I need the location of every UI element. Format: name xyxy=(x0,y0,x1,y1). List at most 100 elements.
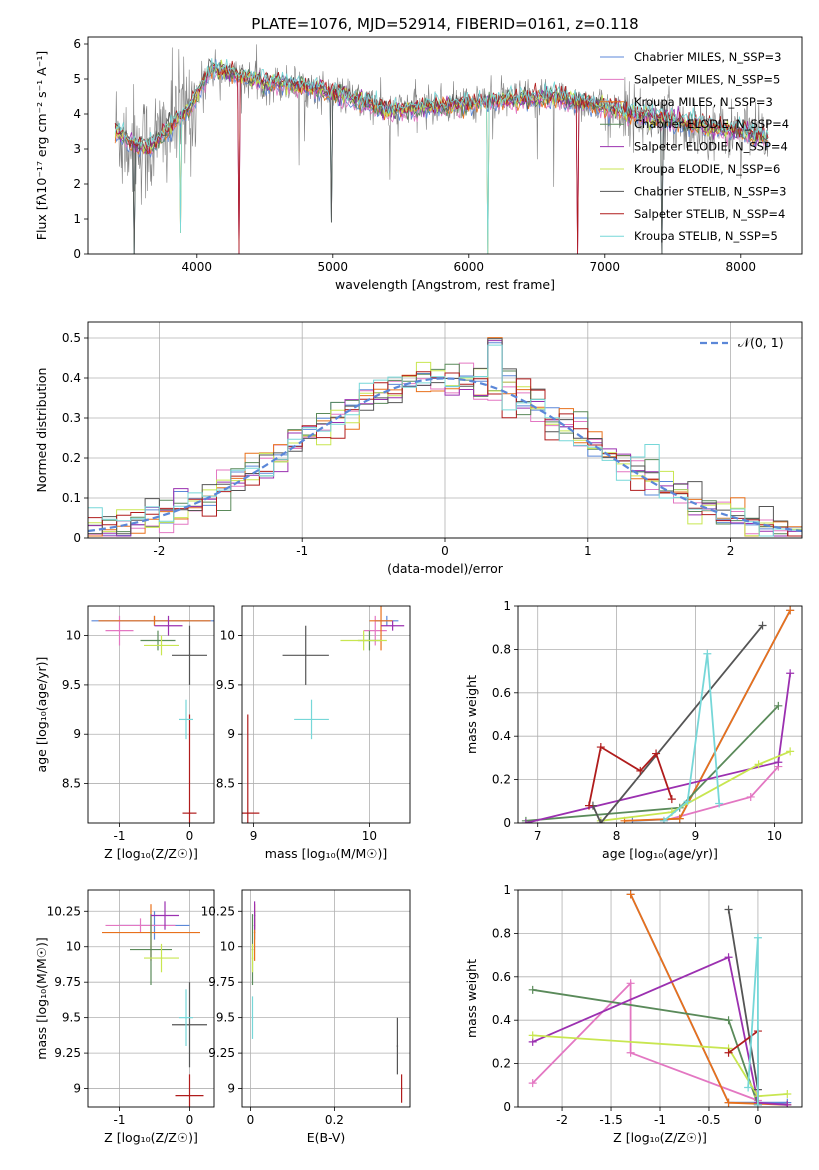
x-tick-label: 0 xyxy=(754,1113,762,1127)
weight-line-3 xyxy=(624,609,791,822)
axes-frame xyxy=(241,605,411,824)
legend-label: Chabrier ELODIE, N_SSP=4 xyxy=(634,117,789,131)
weight-line-2 xyxy=(532,981,759,1102)
weight-marker xyxy=(786,606,795,615)
weight-marker xyxy=(783,1100,792,1107)
x-tick-label: -1 xyxy=(296,544,308,558)
y-tick-label: 4 xyxy=(73,107,81,121)
x-tick-label: 8000 xyxy=(726,260,757,274)
y-tick-label: 0.8 xyxy=(492,926,511,940)
weight-marker xyxy=(596,819,605,823)
weight-marker xyxy=(724,905,733,914)
y-tick-label: 9.5 xyxy=(62,678,81,692)
x-tick-label: 7 xyxy=(534,829,542,843)
axes-frame xyxy=(87,36,803,255)
data-point xyxy=(188,812,191,814)
plot-area xyxy=(521,606,795,823)
weight-line-5 xyxy=(532,956,788,1106)
data-point xyxy=(139,924,142,927)
weight-marker xyxy=(528,985,537,994)
y-tick-label: 2 xyxy=(73,177,81,191)
y-tick-label: 9.75 xyxy=(208,975,235,989)
residual-histogram-8 xyxy=(88,371,802,537)
y-tick-label: 9.5 xyxy=(62,1011,81,1025)
weight-marker xyxy=(667,795,676,804)
y-tick-label: 1 xyxy=(503,599,511,613)
legend-label: Kroupa STELIB, N_SSP=5 xyxy=(634,229,778,243)
weight-line-1 xyxy=(632,609,791,822)
x-tick-label: 6000 xyxy=(454,260,485,274)
chart-title: PLATE=1076, MJD=52914, FIBERID=0161, z=0… xyxy=(251,15,638,33)
model-line-9 xyxy=(114,58,769,254)
data-point xyxy=(400,1087,403,1090)
y-tick-label: 10 xyxy=(220,629,235,643)
plot-area xyxy=(528,890,792,1107)
data-point xyxy=(185,1016,187,1019)
data-point xyxy=(160,644,163,647)
weight-marker xyxy=(724,1098,733,1107)
plot-area xyxy=(251,901,403,1103)
weight-marker xyxy=(746,792,755,801)
weight-marker xyxy=(521,819,530,823)
x-axis-label: (data-model)/error xyxy=(387,561,504,576)
y-tick-label: 0.2 xyxy=(492,1057,511,1071)
y-axis-label: Flux [fλ10⁻¹⁷ erg cm⁻² s⁻¹ A⁻¹] xyxy=(34,51,49,240)
x-tick-label: -1.5 xyxy=(599,1113,622,1127)
data-point xyxy=(304,654,307,657)
weight-marker xyxy=(703,649,712,658)
model-line-1 xyxy=(114,59,769,254)
axes-frame xyxy=(517,889,803,1108)
y-tick-label: 9.25 xyxy=(208,1046,235,1060)
weight-marker xyxy=(528,1031,537,1040)
data-point xyxy=(188,1023,191,1026)
weight-marker xyxy=(626,1048,635,1057)
y-tick-label: 9.75 xyxy=(54,975,81,989)
weight-line-7 xyxy=(592,624,764,823)
plot-area xyxy=(88,337,802,537)
y-tick-label: 10 xyxy=(220,940,235,954)
y-tick-label: 9 xyxy=(227,727,235,741)
legend-label: 𝒩(0, 1) xyxy=(738,335,784,350)
weight-marker xyxy=(528,1079,537,1088)
x-tick-label: 2 xyxy=(727,544,735,558)
y-tick-label: 3 xyxy=(73,142,81,156)
x-tick-label: 0.2 xyxy=(325,1113,344,1127)
panel-spectrum: 4000 5000 6000 7000 8000 0 1 2 3 4 5 6 wavelength [A… xyxy=(34,15,803,292)
legend-label: Chabrier STELIB, N_SSP=3 xyxy=(634,184,786,198)
y-tick-label: 0 xyxy=(73,531,81,545)
weight-marker xyxy=(758,621,767,630)
weight-line-7 xyxy=(727,909,759,1090)
plot-area xyxy=(91,615,214,823)
plot-area xyxy=(242,606,405,823)
data-point xyxy=(157,639,159,642)
axes-frame xyxy=(241,889,411,1108)
y-tick-label: 9.5 xyxy=(216,1011,235,1025)
panel-age-vs-Z: -1 0 8.5 9 9.5 10 Z [log₁₀(Z/Z☉)] age [log₁₀(ag… xyxy=(34,605,215,861)
y-tick-label: 0.5 xyxy=(62,331,81,345)
weight-marker xyxy=(626,890,635,899)
x-tick-label: 9 xyxy=(692,829,700,843)
data-point xyxy=(153,619,156,622)
model-line-4 xyxy=(114,61,769,254)
panel-residuals: -2 -1 0 1 2 0 0.1 0.2 0.3 0.4 0.5 (data-model)/erro… xyxy=(34,321,803,576)
weight-marker xyxy=(724,1016,733,1025)
data-point xyxy=(253,914,256,917)
weight-marker xyxy=(783,1089,792,1098)
x-axis-label: E(B-V) xyxy=(307,1130,346,1145)
data-point xyxy=(150,948,152,951)
data-point xyxy=(253,931,256,934)
weight-marker xyxy=(753,1100,762,1107)
x-tick-label: 8 xyxy=(613,829,621,843)
axes-frame xyxy=(87,889,215,1108)
legend-label: Salpeter STELIB, N_SSP=4 xyxy=(634,207,785,221)
x-tick-label: 0 xyxy=(441,544,449,558)
y-axis-label: mass [log₁₀(M/M☉)] xyxy=(34,937,49,1059)
y-axis-label: age [log₁₀(age/yr)] xyxy=(34,657,49,773)
model-line-6 xyxy=(114,59,769,254)
panel-mass-weight-vs-Z: -2 -1.5 -1 -0.5 0 0 0.2 0.4 0.6 0.8 1 Z [log₁₀(Z/Z☉… xyxy=(464,883,803,1145)
weight-marker xyxy=(774,758,783,767)
weight-marker xyxy=(659,816,668,823)
y-tick-label: 1 xyxy=(503,883,511,897)
y-tick-label: 0.6 xyxy=(492,970,511,984)
